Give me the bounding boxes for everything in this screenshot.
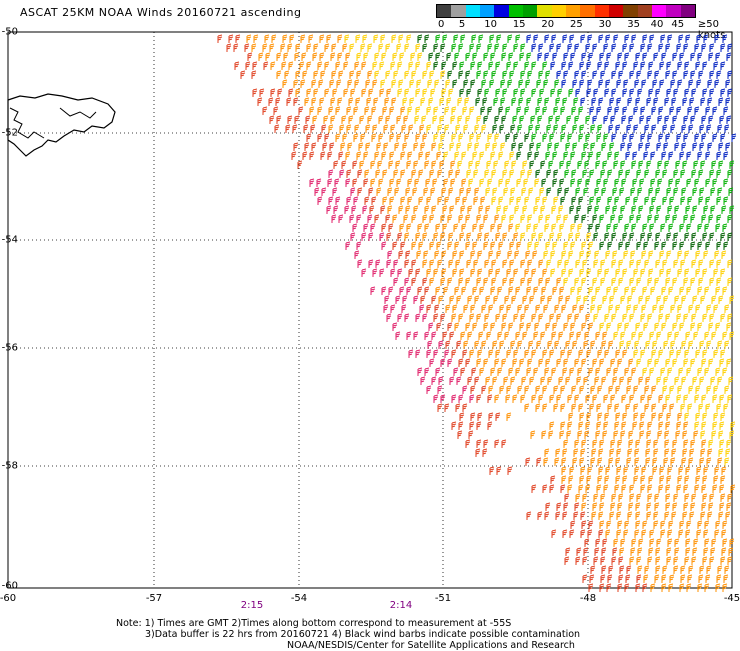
lat-label-52: -52	[1, 127, 18, 139]
legend-swatch	[651, 5, 667, 17]
wind-barbs	[217, 34, 737, 592]
wind-speed-legend: 0 5 10 15 20 25 30 35 40 45 ≥50 knots	[436, 4, 725, 41]
legend-swatch	[608, 5, 624, 17]
time-label-2: 2:14	[389, 600, 413, 611]
legend-swatch	[637, 5, 652, 17]
legend-label-40: 40	[650, 19, 664, 30]
lon-label-60: -60	[0, 593, 17, 604]
map-title: ASCAT 25KM NOAA Winds 20160721 ascending	[20, 6, 302, 19]
lat-lon-grid	[8, 32, 732, 588]
lon-label-57: -57	[145, 593, 163, 604]
legend-label-15: 15	[512, 19, 526, 30]
legend-label-30: 30	[598, 19, 612, 30]
legend-labels: 0 5 10 15 20 25 30 35 40 45 ≥50 knots	[436, 18, 725, 41]
lat-label-60: -60	[1, 580, 18, 592]
legend-swatch	[451, 5, 466, 17]
legend-label-45: 45	[671, 19, 685, 30]
note-line-1: Note: 1) Times are GMT 2)Times along bot…	[116, 618, 512, 629]
legend-swatch	[537, 5, 552, 17]
legend-label-20: 20	[541, 19, 555, 30]
legend-label-50: ≥50 knots	[697, 19, 726, 41]
legend-swatch	[594, 5, 609, 17]
legend-swatch	[494, 5, 509, 17]
legend-label-10: 10	[484, 19, 497, 30]
falkland-islands	[7, 93, 116, 157]
legend-swatch	[437, 5, 452, 17]
legend-label-0: 0	[438, 19, 445, 30]
note-line-2: 3)Data buffer is 22 hrs from 20160721 4)…	[145, 629, 581, 640]
legend-swatch	[666, 5, 681, 17]
lon-label-54: -54	[290, 593, 308, 604]
legend-swatch	[465, 5, 480, 17]
lon-label-45: -45	[723, 593, 740, 604]
lat-label-58: -58	[1, 460, 18, 472]
legend-color-bar	[436, 4, 696, 18]
lon-label-48: -48	[579, 593, 597, 604]
lon-label-51: -51	[434, 593, 452, 604]
map-frame	[7, 31, 733, 589]
legend-swatch	[565, 5, 581, 17]
legend-swatch	[580, 5, 595, 17]
legend-swatch	[551, 5, 566, 17]
legend-swatch	[522, 5, 538, 17]
lat-label-56: -56	[1, 342, 18, 354]
legend-swatch	[623, 5, 638, 17]
legend-label-35: 35	[627, 19, 640, 30]
note-line-3: NOAA/NESDIS/Center for Satellite Applica…	[287, 640, 575, 651]
lat-label-54: -54	[1, 234, 18, 246]
time-label-1: 2:15	[240, 600, 264, 611]
legend-label-5: 5	[458, 19, 466, 30]
legend-swatch	[680, 5, 695, 17]
legend-label-25: 25	[570, 19, 583, 30]
legend-swatch	[479, 5, 495, 17]
legend-swatch	[508, 5, 523, 17]
lat-label-50: -50	[1, 26, 18, 38]
